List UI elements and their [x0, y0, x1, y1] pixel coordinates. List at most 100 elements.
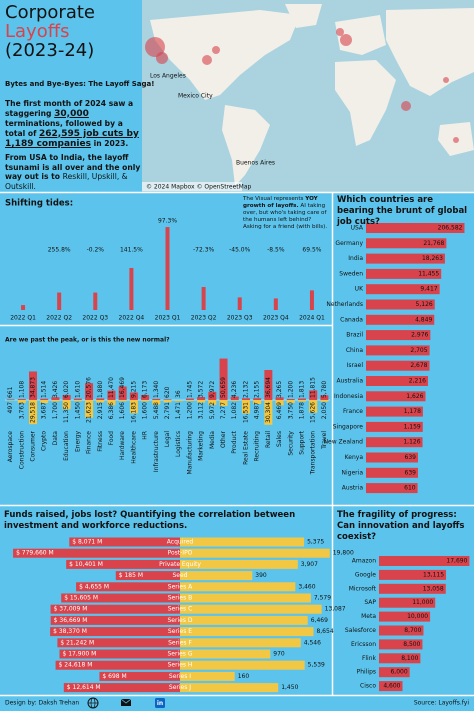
map-credit-bg	[142, 182, 242, 191]
bar	[174, 400, 183, 402]
category-label: Consumer	[30, 430, 37, 461]
bar	[66, 559, 180, 569]
panel-borders	[0, 191, 474, 697]
bar	[165, 227, 170, 310]
x-tick-label: 2023 Q4	[263, 315, 289, 322]
value-label: 1,471	[175, 402, 182, 419]
panel-title: Shifting tides:	[5, 199, 73, 209]
value-label: 1,126	[403, 439, 420, 446]
bar	[107, 400, 116, 406]
value-label: 6,000	[390, 669, 407, 676]
category-label: Netherlands	[326, 301, 363, 308]
bar	[73, 398, 82, 400]
category-label: Salesforce	[345, 627, 376, 634]
category-label: Series D	[168, 617, 193, 624]
category-label: Retail	[265, 431, 272, 448]
value-label: 20,576	[86, 377, 93, 398]
category-label: Google	[355, 571, 376, 578]
highlight: 262,595 job cuts by 1,189 companies	[5, 128, 139, 149]
bar	[379, 569, 447, 580]
value-label: 6,469	[276, 402, 283, 419]
bar	[185, 398, 194, 400]
value-label: 5,780	[321, 381, 328, 398]
bar	[57, 638, 180, 648]
bar	[180, 548, 330, 558]
bar	[197, 397, 206, 400]
bar	[366, 376, 428, 386]
svg-text:in: in	[157, 700, 163, 707]
value-label: 50,659	[220, 377, 227, 398]
bar	[13, 548, 181, 558]
bar	[185, 400, 194, 401]
bar	[180, 604, 322, 614]
value-label: 1,745	[186, 381, 193, 398]
bar	[286, 399, 295, 400]
bar	[50, 627, 180, 637]
value-label: 16,469	[119, 377, 126, 398]
bar	[241, 400, 250, 414]
bar	[69, 537, 180, 547]
value-label: 7,579	[314, 595, 331, 602]
value-label: $ 38,370 M	[53, 628, 87, 635]
bar	[309, 290, 314, 310]
value-label: 8,500	[403, 641, 420, 648]
bar	[275, 397, 284, 400]
value-label: 1,880	[97, 381, 104, 398]
map-label: Los Angeles	[150, 73, 186, 80]
category-label: Recruiting	[254, 431, 261, 462]
bar	[29, 371, 38, 400]
value-label: 30,304	[265, 402, 272, 423]
bar	[366, 391, 426, 402]
map-label: Buenos Aires	[236, 160, 275, 167]
value-label: $ 15,605 M	[64, 595, 98, 602]
value-label: 160	[238, 673, 250, 680]
title-line: (2023-24)	[5, 40, 95, 61]
value-label: 9,972	[209, 381, 216, 398]
category-label: Nigeria	[342, 469, 364, 476]
bar	[264, 400, 273, 425]
value-label: 9,215	[130, 381, 137, 398]
bar	[17, 399, 26, 400]
bar	[201, 287, 206, 310]
title-line: Layoffs	[5, 21, 70, 42]
bar	[366, 421, 423, 432]
value-label: 497	[7, 402, 14, 414]
category-label: Singapore	[333, 423, 364, 430]
category-label: Logistics	[175, 431, 182, 457]
bar	[366, 483, 418, 494]
value-label: 36	[175, 390, 182, 398]
bar	[115, 571, 180, 581]
value-label: 3,426	[52, 381, 59, 398]
bar	[129, 400, 138, 414]
change-label: -45.0%	[229, 247, 251, 254]
category-label: Finance	[86, 431, 93, 454]
bar	[17, 400, 26, 404]
bar	[366, 452, 418, 463]
map-credit: © 2024 Mapbox © OpenStreetMap	[146, 184, 252, 191]
category-label: Data	[52, 431, 59, 446]
category-label: Seed	[173, 572, 188, 579]
value-label: $ 24,618 M	[59, 662, 93, 669]
bar	[73, 400, 82, 402]
text: AI taking over, but who's taking care of…	[243, 203, 328, 230]
bar	[180, 615, 308, 625]
panel-title: Which countries are bearing the brunt of…	[337, 195, 468, 227]
text: The first month of 2024 saw a staggering	[5, 99, 134, 118]
map: Los Angeles Mexico City Buenos Aires © 2…	[142, 0, 474, 192]
bar	[379, 597, 436, 608]
value-label: $ 21,242 M	[60, 639, 94, 646]
bar	[29, 400, 38, 425]
value-label: 3,112	[198, 402, 205, 419]
panel-title: The fragility of progress: Can innovatio…	[337, 510, 465, 542]
bar	[366, 437, 423, 448]
bar	[366, 299, 435, 310]
category-label: Energy	[74, 431, 81, 452]
category-label: Indonesia	[334, 393, 363, 400]
value-label: 620	[164, 386, 171, 398]
category-label: UK	[355, 286, 364, 293]
bar	[61, 593, 181, 603]
value-label: 206,582	[438, 225, 463, 232]
value-label: 6,173	[142, 381, 149, 398]
bar	[366, 314, 435, 325]
